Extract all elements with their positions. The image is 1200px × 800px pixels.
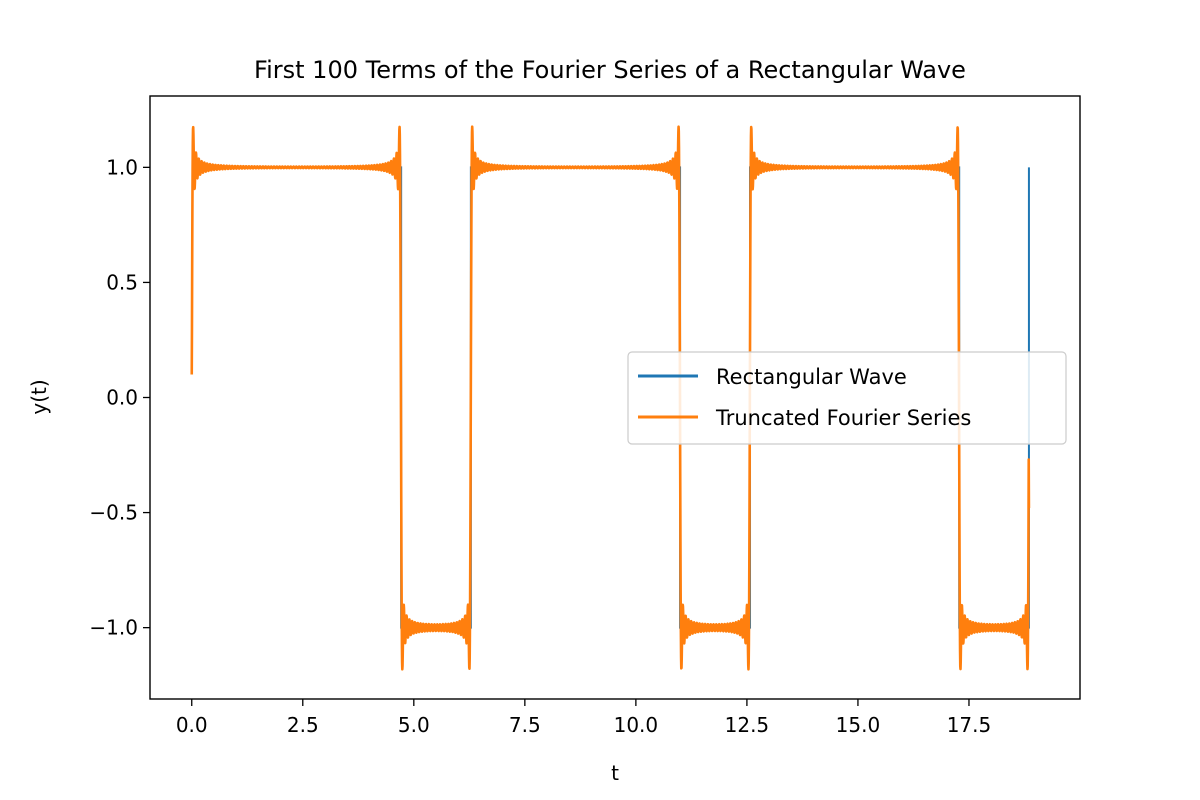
y-tick-label: −0.5 — [89, 501, 138, 525]
chart-title: First 100 Terms of the Fourier Series of… — [254, 56, 966, 84]
x-tick-label: 17.5 — [947, 713, 992, 737]
x-tick-label: 7.5 — [509, 713, 541, 737]
y-axis-label: y(t) — [27, 379, 51, 414]
y-tick-label: 1.0 — [106, 155, 138, 179]
x-tick-label: 5.0 — [398, 713, 430, 737]
legend-label-rectangular-wave: Rectangular Wave — [716, 365, 907, 389]
x-tick-label: 15.0 — [836, 713, 881, 737]
x-axis: 0.0 2.5 5.0 7.5 10.0 12.5 15.0 17.5 — [176, 699, 991, 737]
legend-label-truncated-fourier-series: Truncated Fourier Series — [715, 406, 971, 430]
y-axis: −1.0 −0.5 0.0 0.5 1.0 — [89, 155, 150, 640]
legend: Rectangular Wave Truncated Fourier Serie… — [627, 351, 1067, 445]
series-layer — [190, 125, 1031, 671]
y-tick-label: −1.0 — [89, 616, 138, 640]
y-tick-label: 0.5 — [106, 270, 138, 294]
series-line-truncated-fourier-series — [190, 125, 1031, 671]
legend-box — [627, 351, 1067, 445]
x-tick-label: 2.5 — [287, 713, 319, 737]
x-axis-label: t — [611, 761, 619, 785]
x-tick-label: 0.0 — [176, 713, 208, 737]
x-tick-label: 10.0 — [614, 713, 659, 737]
x-tick-label: 12.5 — [725, 713, 770, 737]
y-tick-label: 0.0 — [106, 386, 138, 410]
